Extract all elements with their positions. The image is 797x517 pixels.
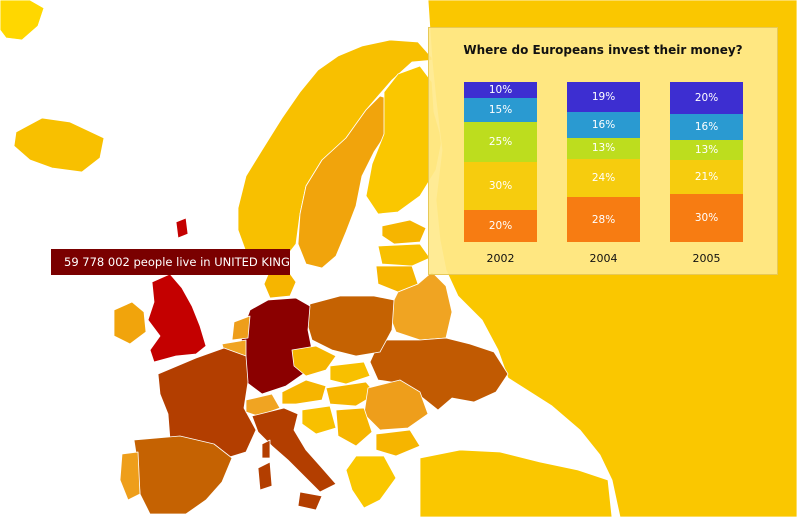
investment-chart-panel: Where do Europeans invest their money? 2… <box>428 27 778 275</box>
country-corsica[interactable] <box>261 439 271 459</box>
country-estonia[interactable] <box>381 219 427 245</box>
bar-segment-2002-2[interactable]: 25% <box>464 122 537 162</box>
country-netherlands[interactable] <box>231 315 251 341</box>
country-sardinia[interactable] <box>257 461 273 491</box>
country-france[interactable] <box>157 347 257 461</box>
x-tick-label: 2002 <box>486 252 515 265</box>
bar-stack-2005: 30% 21% 13% 16% 20% <box>670 28 743 242</box>
bar-segment-2002-1[interactable]: 30% <box>464 162 537 210</box>
country-serbia[interactable] <box>335 407 373 447</box>
country-czech-republic[interactable] <box>291 345 337 377</box>
bar-segment-2002-0[interactable]: 20% <box>464 210 537 242</box>
bar-stack-2004: 28% 24% 13% 16% 19% <box>567 28 640 242</box>
bar-segment-2002-3[interactable]: 15% <box>464 98 537 122</box>
country-latvia[interactable] <box>377 243 431 267</box>
country-slovakia[interactable] <box>329 361 371 385</box>
bar-segment-2005-4[interactable]: 20% <box>670 82 743 114</box>
bar-segment-2002-4[interactable]: 10% <box>464 82 537 98</box>
bar-segment-2004-1[interactable]: 24% <box>567 158 640 198</box>
bar-segment-2005-2[interactable]: 13% <box>670 139 743 161</box>
country-bulgaria[interactable] <box>375 429 421 457</box>
country-greenland[interactable] <box>0 0 45 41</box>
country-sicily[interactable] <box>297 491 323 511</box>
country-united-kingdom[interactable] <box>147 273 207 363</box>
country-greece[interactable] <box>345 455 397 509</box>
country-italy[interactable] <box>251 407 337 493</box>
chart-title: Where do Europeans invest their money? <box>463 43 743 57</box>
x-tick-label: 2004 <box>589 252 618 265</box>
bar-stack-2002: 20% 30% 25% 15% 10% <box>464 28 537 242</box>
country-united-kingdom-north[interactable] <box>175 217 189 239</box>
country-ukraine[interactable] <box>369 337 509 411</box>
bar-segment-2005-3[interactable]: 16% <box>670 114 743 140</box>
bar-segment-2004-2[interactable]: 13% <box>567 138 640 159</box>
country-portugal[interactable] <box>119 451 141 501</box>
country-turkey[interactable] <box>419 449 613 517</box>
bar-segment-2004-0[interactable]: 28% <box>567 197 640 242</box>
country-tooltip: 59 778 002 people live in UNITED KINGDOM <box>51 249 290 275</box>
country-poland[interactable] <box>305 295 395 357</box>
x-tick-label: 2005 <box>692 252 721 265</box>
bar-segment-2004-4[interactable]: 19% <box>567 82 640 113</box>
bar-segment-2005-0[interactable]: 30% <box>670 194 743 242</box>
country-ireland[interactable] <box>113 301 147 345</box>
country-iceland[interactable] <box>13 117 105 173</box>
country-croatia[interactable] <box>301 405 337 435</box>
country-sweden[interactable] <box>297 95 395 269</box>
bar-segment-2004-3[interactable]: 16% <box>567 112 640 138</box>
bar-segment-2005-1[interactable]: 21% <box>670 160 743 194</box>
country-austria[interactable] <box>281 379 327 405</box>
